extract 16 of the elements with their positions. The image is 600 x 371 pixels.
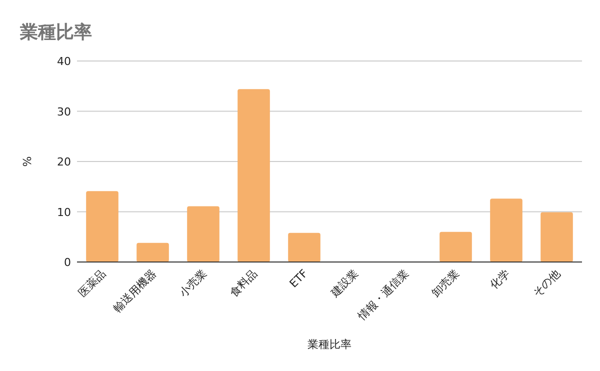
x-tick-label: その他	[530, 266, 563, 300]
y-tick-label: 40	[57, 55, 71, 68]
y-tick-label: 20	[57, 156, 71, 168]
chart-title: 業種比率	[19, 22, 92, 43]
x-tick-label: 輸送用機器	[110, 266, 159, 316]
y-axis-title: %	[21, 156, 34, 167]
x-tick-label: 化学	[488, 266, 512, 292]
x-tick-label: 卸売業	[429, 266, 462, 300]
x-tick-label: 食料品	[227, 266, 260, 300]
x-tick-label: 医薬品	[76, 266, 108, 300]
y-tick-label: 30	[57, 105, 71, 118]
y-tick-label: 10	[57, 206, 71, 219]
x-axis-title: 業種比率	[308, 338, 352, 351]
y-tick-label: 0	[64, 256, 71, 269]
x-tick-label: 小売業	[176, 266, 210, 300]
x-tick-label: 建設業	[328, 266, 361, 300]
